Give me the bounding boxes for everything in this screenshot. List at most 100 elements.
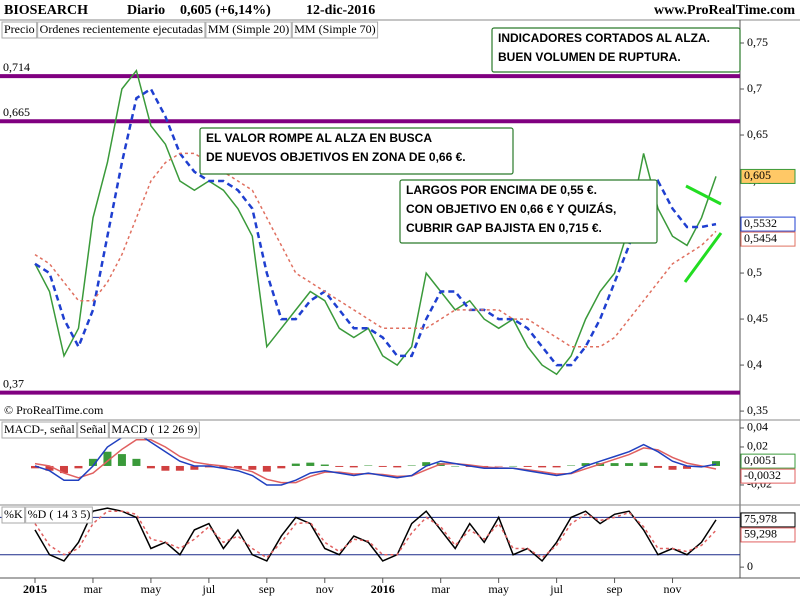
legend-entry: MACD-, señal [4,422,75,436]
series-line [34,507,717,562]
histogram-bar [552,465,561,468]
histogram-bar [407,465,416,466]
annotation-text: CUBRIR GAP BAJISTA EN 0,715 €. [406,221,602,235]
histogram-bar [610,463,619,466]
legend-box [1,421,78,439]
histogram-bar [581,463,590,466]
last-value-label: 0,605 [744,168,771,182]
legend-entry: Señal [80,422,107,436]
histogram-bar [538,465,547,468]
legend-box [77,421,109,439]
y-tick-label: 0,75 [747,35,768,49]
histogram-bar [668,465,677,470]
histogram-bar [494,465,503,467]
last-quote: 0,605 (+6,14%) [180,3,271,18]
source: www.ProRealTime.com [654,3,795,18]
histogram-bar [219,465,228,469]
histogram-bar [277,465,286,469]
x-tick-label: may [488,582,509,596]
histogram-bar [146,465,155,469]
legend-entry: Precio [4,22,35,36]
legend-entry: MM (Simple 70) [294,22,375,36]
histogram-bar [393,465,402,468]
histogram-bar [190,465,199,470]
x-tick-label: jul [202,582,216,596]
histogram-bar [712,461,720,466]
last-value-box [740,468,796,484]
histogram-bar [59,465,68,474]
legend-box [108,421,200,439]
series-line [34,431,717,486]
last-value-box [740,512,796,528]
y-tick-label: 0,35 [747,403,768,417]
annotation-text: BUEN VOLUMEN DE RUPTURA. [498,50,681,64]
wedge-line [685,184,722,206]
last-value-label: 0,5454 [744,231,777,245]
legend-box [205,21,292,39]
last-value-label: 0,0051 [744,453,777,467]
annotation-text: EL VALOR ROMPE AL ALZA EN BUSCA [206,131,432,145]
y-tick-label: 0 [747,559,753,573]
histogram-bar [103,451,112,466]
annotation-text: LARGOS POR ENCIMA DE 0,55 €. [406,183,597,197]
histogram-bar [117,454,126,466]
histogram-bar [161,465,170,471]
y-tick-label: 0,7 [747,81,762,95]
legend-entry: MACD ( 12 26 9) [111,422,197,436]
wedge-line [683,232,723,283]
histogram-bar [654,465,663,468]
level-label: 0,665 [3,105,30,119]
y-tick-label: 0,5 [747,265,762,279]
y-tick-label: 0,04 [747,420,768,434]
last-value-box [740,231,796,247]
histogram-bar [625,463,634,466]
series-line [34,87,717,367]
y-tick-label: 0,45 [747,311,768,325]
histogram-bar [639,462,648,466]
x-tick-label: nov [664,582,682,596]
annotation-text: CON OBJETIVO EN 0,66 € Y QUIZÁS, [406,201,616,216]
last-value-label: -0,0032 [744,468,781,482]
histogram-bar [335,465,344,467]
histogram-bar [451,465,460,467]
legend-entry: %D ( 14 3 5) [28,507,91,521]
histogram-bar [45,465,54,471]
histogram-bar [233,465,242,469]
copyright: © ProRealTime.com [4,403,104,417]
histogram-bar [291,463,300,466]
x-tick-label: sep [607,582,623,596]
histogram-bar [349,465,358,468]
histogram-bar [262,465,271,472]
y-tick-label: 0,02 [747,439,768,453]
histogram-bar [306,462,315,466]
histogram-bar [175,465,184,471]
x-tick-label: may [141,582,162,596]
histogram-bar [320,464,329,466]
histogram-bar [74,465,83,469]
last-value-label: 0,5532 [744,216,777,230]
x-tick-label: jul [549,582,563,596]
x-tick-label: 2015 [23,582,47,596]
legend-entry: MM (Simple 20) [208,22,289,36]
x-tick-label: mar [84,582,103,596]
histogram-bar [31,465,39,469]
last-value-label: 59,298 [744,527,777,541]
annotation-box [399,179,658,244]
histogram-bar [248,465,257,470]
legend-entry: Ordenes recientemente ejecutadas [40,22,204,36]
y-tick-label: 0,4 [747,357,762,371]
histogram-bar [523,465,532,467]
legend-box [37,21,206,39]
date: 12-dic-2016 [306,3,375,18]
ticker: BIOSEARCH [4,3,88,18]
y-tick-label: 0,65 [747,127,768,141]
histogram-bar [567,465,576,466]
last-value-box [740,168,796,184]
histogram-bar [683,465,692,469]
series-line [34,68,717,376]
annotation-box [491,27,741,73]
level-label: 0,714 [3,60,30,74]
legend-box [291,21,379,39]
legend-entry: %K [4,507,23,521]
